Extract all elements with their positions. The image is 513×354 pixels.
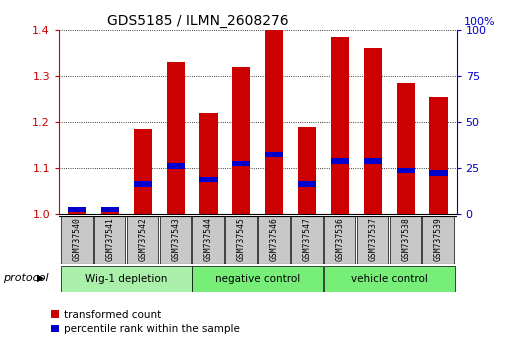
Text: GSM737544: GSM737544 — [204, 217, 213, 261]
Bar — [61, 216, 92, 264]
Bar — [364, 48, 382, 214]
Bar — [160, 216, 191, 264]
Legend: transformed count, percentile rank within the sample: transformed count, percentile rank withi… — [51, 310, 240, 334]
Bar — [331, 159, 349, 164]
Bar — [422, 216, 454, 264]
Bar — [265, 30, 283, 214]
Bar — [68, 210, 86, 214]
Bar — [258, 216, 290, 264]
Bar — [167, 62, 185, 214]
Text: negative control: negative control — [215, 274, 301, 284]
Text: GSM737541: GSM737541 — [106, 217, 114, 261]
Bar — [429, 170, 447, 176]
Text: ▶: ▶ — [37, 273, 45, 283]
Text: protocol: protocol — [3, 273, 48, 283]
Text: GSM737537: GSM737537 — [368, 217, 377, 261]
Text: Wig-1 depletion: Wig-1 depletion — [85, 274, 168, 284]
Bar — [429, 97, 447, 214]
Bar — [298, 127, 316, 214]
Text: GSM737545: GSM737545 — [237, 217, 246, 261]
Bar — [389, 216, 421, 264]
Bar — [192, 266, 323, 292]
Text: GSM737542: GSM737542 — [139, 217, 147, 261]
Bar — [225, 216, 257, 264]
Bar — [291, 216, 323, 264]
Text: GSM737547: GSM737547 — [303, 217, 311, 261]
Text: GDS5185 / ILMN_2608276: GDS5185 / ILMN_2608276 — [107, 14, 288, 28]
Bar — [232, 161, 250, 166]
Bar — [94, 216, 125, 264]
Bar — [265, 152, 283, 157]
Text: 100%: 100% — [464, 17, 495, 27]
Text: GSM737543: GSM737543 — [171, 217, 180, 261]
Bar — [101, 207, 119, 212]
Text: vehicle control: vehicle control — [351, 274, 428, 284]
Bar — [134, 182, 152, 187]
Bar — [192, 216, 224, 264]
Bar — [397, 83, 415, 214]
Bar — [324, 216, 356, 264]
Text: GSM737539: GSM737539 — [434, 217, 443, 261]
Bar — [68, 207, 86, 212]
Bar — [61, 266, 192, 292]
Text: GSM737536: GSM737536 — [336, 217, 344, 261]
Bar — [324, 266, 455, 292]
Text: GSM737546: GSM737546 — [270, 217, 279, 261]
Bar — [397, 168, 415, 173]
Bar — [364, 159, 382, 164]
Bar — [331, 37, 349, 214]
Bar — [200, 177, 218, 182]
Bar — [200, 113, 218, 214]
Text: GSM737540: GSM737540 — [72, 217, 82, 261]
Bar — [127, 216, 158, 264]
Bar — [167, 163, 185, 169]
Bar — [357, 216, 388, 264]
Bar — [298, 182, 316, 187]
Bar — [134, 129, 152, 214]
Bar — [101, 210, 119, 214]
Text: GSM737538: GSM737538 — [401, 217, 410, 261]
Bar — [232, 67, 250, 214]
